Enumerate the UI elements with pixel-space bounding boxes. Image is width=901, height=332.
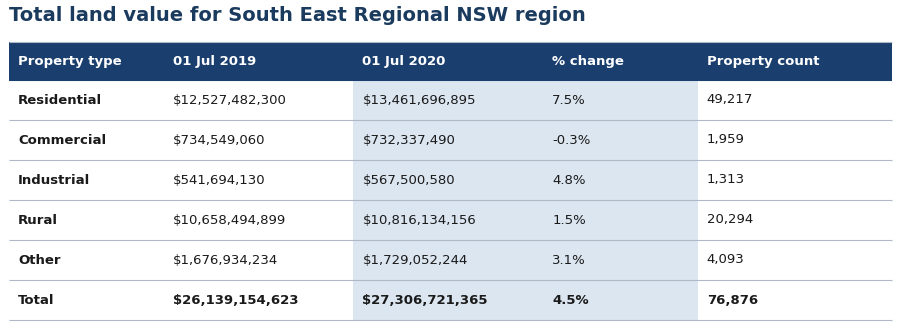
Bar bbox=[353, 200, 543, 240]
Bar bbox=[164, 160, 353, 200]
Bar bbox=[697, 280, 892, 320]
Text: $541,694,130: $541,694,130 bbox=[173, 174, 265, 187]
Text: % change: % change bbox=[552, 54, 624, 67]
Bar bbox=[353, 120, 543, 160]
Text: $26,139,154,623: $26,139,154,623 bbox=[173, 293, 298, 306]
Text: 4,093: 4,093 bbox=[706, 254, 744, 267]
Bar bbox=[353, 240, 543, 280]
Text: $27,306,721,365: $27,306,721,365 bbox=[362, 293, 487, 306]
Text: 49,217: 49,217 bbox=[706, 94, 753, 107]
Text: 01 Jul 2019: 01 Jul 2019 bbox=[173, 54, 256, 67]
Bar bbox=[543, 200, 697, 240]
Text: Total land value for South East Regional NSW region: Total land value for South East Regional… bbox=[9, 6, 586, 25]
Text: Other: Other bbox=[18, 254, 60, 267]
Text: Rural: Rural bbox=[18, 213, 58, 226]
Text: 76,876: 76,876 bbox=[706, 293, 758, 306]
Bar bbox=[9, 160, 163, 200]
Text: 1,959: 1,959 bbox=[706, 133, 744, 146]
Bar bbox=[164, 240, 353, 280]
Bar bbox=[353, 280, 543, 320]
Text: $10,658,494,899: $10,658,494,899 bbox=[173, 213, 286, 226]
Text: 7.5%: 7.5% bbox=[552, 94, 586, 107]
Bar bbox=[9, 120, 163, 160]
Text: 20,294: 20,294 bbox=[706, 213, 753, 226]
Bar bbox=[697, 80, 892, 120]
Bar bbox=[164, 120, 353, 160]
Bar bbox=[164, 80, 353, 120]
Bar bbox=[353, 160, 543, 200]
Text: Residential: Residential bbox=[18, 94, 102, 107]
Text: $567,500,580: $567,500,580 bbox=[362, 174, 455, 187]
Text: 1,313: 1,313 bbox=[706, 174, 745, 187]
Text: Property count: Property count bbox=[706, 54, 819, 67]
Text: Commercial: Commercial bbox=[18, 133, 106, 146]
Bar bbox=[164, 200, 353, 240]
Bar bbox=[9, 240, 163, 280]
Bar bbox=[697, 120, 892, 160]
Bar bbox=[697, 160, 892, 200]
Text: Property type: Property type bbox=[18, 54, 122, 67]
Text: 4.8%: 4.8% bbox=[552, 174, 586, 187]
Bar bbox=[9, 80, 163, 120]
Bar bbox=[353, 80, 543, 120]
Text: $1,676,934,234: $1,676,934,234 bbox=[173, 254, 278, 267]
Text: $12,527,482,300: $12,527,482,300 bbox=[173, 94, 287, 107]
Bar bbox=[697, 240, 892, 280]
Bar bbox=[543, 160, 697, 200]
Text: $734,549,060: $734,549,060 bbox=[173, 133, 265, 146]
Text: $1,729,052,244: $1,729,052,244 bbox=[362, 254, 468, 267]
Text: $732,337,490: $732,337,490 bbox=[362, 133, 455, 146]
Bar bbox=[164, 280, 353, 320]
Bar bbox=[543, 280, 697, 320]
Bar bbox=[697, 200, 892, 240]
Bar bbox=[9, 280, 163, 320]
Bar bbox=[9, 200, 163, 240]
Text: -0.3%: -0.3% bbox=[552, 133, 590, 146]
Text: 01 Jul 2020: 01 Jul 2020 bbox=[362, 54, 446, 67]
Text: Industrial: Industrial bbox=[18, 174, 90, 187]
Bar bbox=[543, 120, 697, 160]
Text: Total: Total bbox=[18, 293, 55, 306]
Bar bbox=[543, 240, 697, 280]
Text: 1.5%: 1.5% bbox=[552, 213, 586, 226]
Text: $13,461,696,895: $13,461,696,895 bbox=[362, 94, 476, 107]
Text: $10,816,134,156: $10,816,134,156 bbox=[362, 213, 476, 226]
Text: 4.5%: 4.5% bbox=[552, 293, 589, 306]
Bar bbox=[9, 42, 892, 80]
Bar bbox=[543, 80, 697, 120]
Text: 3.1%: 3.1% bbox=[552, 254, 586, 267]
